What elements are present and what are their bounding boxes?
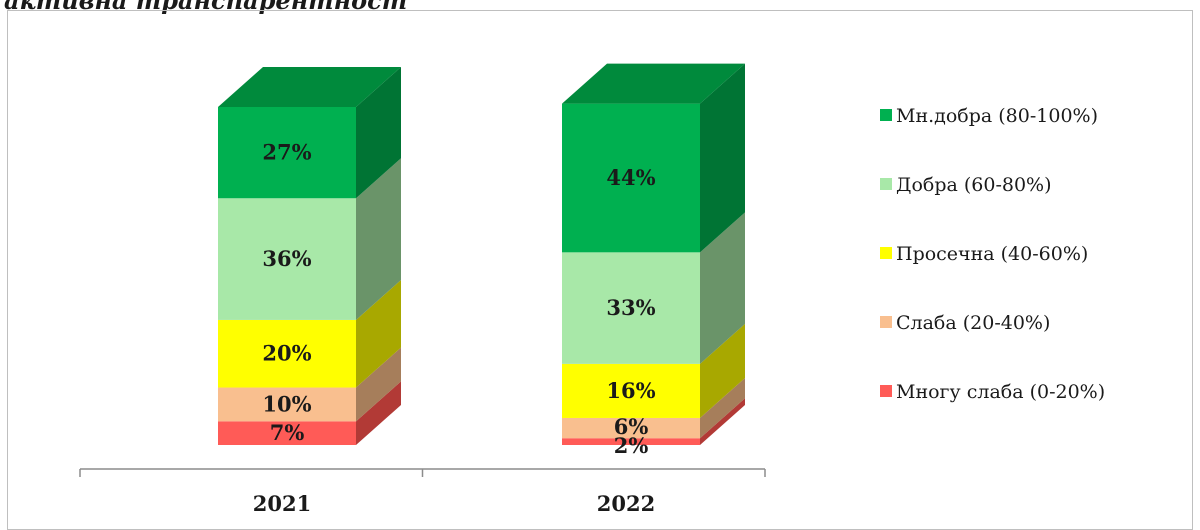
bar-2021-слаба bbox=[218, 387, 356, 422]
legend-swatch-5 bbox=[880, 385, 892, 397]
bar-2021-многу bbox=[218, 421, 356, 445]
bar-2022-добра bbox=[562, 252, 700, 364]
bar-2022-слаба-side bbox=[700, 377, 745, 439]
bar-2022-просечна-side bbox=[700, 323, 745, 418]
legend-swatch-2 bbox=[880, 178, 892, 190]
bar-2022-слаба bbox=[562, 417, 700, 439]
data-label-2021-2: 10% bbox=[262, 391, 311, 416]
x-tick-label-2021: 2021 bbox=[253, 491, 311, 516]
bars bbox=[218, 63, 745, 445]
legend-swatch-1 bbox=[880, 109, 892, 121]
data-label-2022-4: 33% bbox=[606, 295, 655, 320]
bar-2021-top bbox=[218, 67, 401, 107]
data-label-2021-4: 36% bbox=[262, 246, 311, 271]
data-label-2022-1: 2% bbox=[614, 433, 649, 458]
legend-swatch-4 bbox=[880, 316, 892, 328]
bar-2021-мндобра-side bbox=[356, 67, 401, 199]
bar-2022-многу-side bbox=[700, 398, 745, 445]
bar-2022-мндобра bbox=[562, 103, 700, 253]
bar-2022-добра-side bbox=[700, 212, 745, 364]
chart-title: активна транспарентност bbox=[4, 0, 408, 15]
bar-2021-добра bbox=[218, 198, 356, 320]
legend-label-3: Просечна (40-60%) bbox=[896, 243, 1088, 265]
legend-label-4: Слаба (20-40%) bbox=[896, 312, 1050, 334]
bar-2021-просечна-side bbox=[356, 279, 401, 388]
bar-2022-top bbox=[562, 63, 745, 104]
x-tick-label-2022: 2022 bbox=[597, 491, 655, 516]
bar-2022-мндобра-side bbox=[700, 63, 745, 253]
bar-2021-мндобра bbox=[218, 107, 356, 199]
data-label-2022-3: 16% bbox=[606, 378, 655, 403]
legend-label-1: Мн.добра (80-100%) bbox=[896, 105, 1098, 127]
bar-2021-слаба-side bbox=[356, 347, 401, 422]
legend-swatch-3 bbox=[880, 247, 892, 259]
bar-2021-просечна bbox=[218, 319, 356, 388]
x-axis: 2021 2022 bbox=[79, 468, 766, 516]
data-label-2021-1: 7% bbox=[270, 420, 305, 445]
data-label-2022-2: 6% bbox=[614, 414, 649, 439]
data-label-2022-5: 44% bbox=[606, 165, 655, 190]
legend-label-2: Добра (60-80%) bbox=[896, 174, 1052, 196]
data-label-2021-5: 27% bbox=[262, 140, 311, 165]
bar-2021-добра-side bbox=[356, 158, 401, 320]
bar-2022-просечна bbox=[562, 363, 700, 418]
bar-2022-многу bbox=[562, 438, 700, 445]
bar-2021-многу-side bbox=[356, 381, 401, 445]
data-label-2021-3: 20% bbox=[262, 341, 311, 366]
legend-label-5: Многу слаба (0-20%) bbox=[896, 381, 1105, 403]
data-labels: 7% 10% 20% 36% 27% 2%6% 16% 33% 44% bbox=[262, 140, 655, 458]
legend: Мн.добра (80-100%) Добра (60-80%) Просечна… bbox=[880, 105, 1105, 403]
